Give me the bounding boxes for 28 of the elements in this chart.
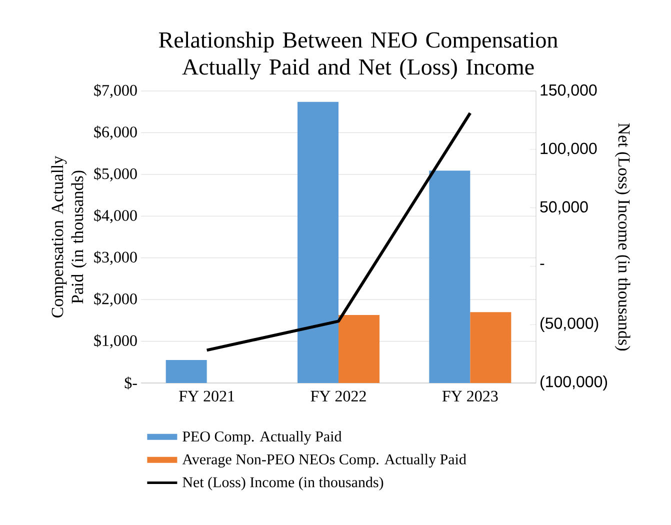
y2-tick-label: (50,000) [540,317,598,332]
y2-tick-label: 50,000 [540,201,588,214]
y2-tick-label: 150,000 [540,84,597,98]
chart-title: Relationship Between NEO Compensation Actually Paid and Net (Loss) Income [158,32,558,80]
x-tick-label: FY 2021 [179,390,234,402]
y-tick-label: $- [124,376,137,390]
y-axis-title: Compensation Actually Paid (in thousands) [51,156,87,318]
x-tick-label: FY 2022 [310,390,366,402]
bar [429,170,470,383]
x-tick-label: FY 2023 [442,390,498,402]
legend-label: Average Non-PEO NEOs Comp. Actually Paid [182,454,466,468]
y-tick-label: $4,000 [94,209,137,224]
y-tick-label: $7,000 [94,84,137,98]
y2-tick-label: (100,000) [540,376,608,390]
y-tick-label: $2,000 [94,292,137,307]
y2-tick-label: 100,000 [540,142,597,156]
y-tick-label: $5,000 [94,167,137,182]
y2-tick-label: - [540,264,544,266]
legend-label: PEO Comp. Actually Paid [182,430,342,445]
bar [166,360,207,383]
legend-label: Net (Loss) Income (in thousands) [182,476,384,490]
y-tick-label: $1,000 [94,334,137,348]
bar [470,312,512,383]
bar [298,102,339,383]
y-tick-label: $6,000 [94,126,137,140]
y-tick-label: $3,000 [94,250,137,265]
bar [338,315,380,383]
y2-axis-title: Net (Loss) Income (in thousands) [614,123,630,351]
